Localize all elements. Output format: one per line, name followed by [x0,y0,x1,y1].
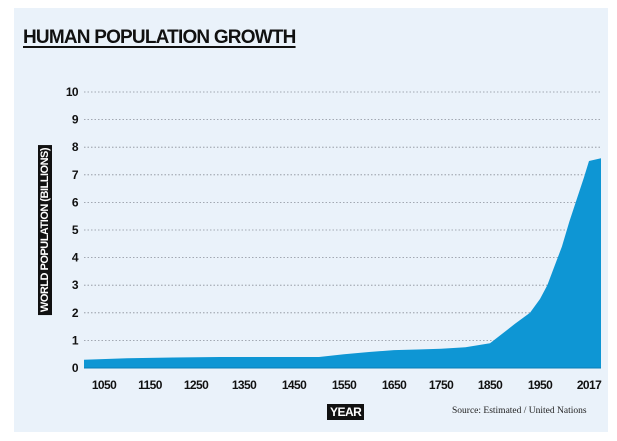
x-tick-label: 2017 [577,378,602,392]
x-axis-label: YEAR [327,404,365,420]
y-tick-label: 6 [72,195,79,209]
y-tick-label: 5 [72,223,79,237]
y-tick-label: 0 [72,361,79,375]
y-tick-label: 7 [72,168,79,182]
x-tick-label: 1950 [528,378,553,392]
y-tick-label: 3 [72,278,79,292]
y-tick-label: 4 [72,251,79,265]
x-tick-label: 1450 [282,378,307,392]
x-tick-label: 1150 [138,378,163,392]
x-tick-label: 1550 [332,378,357,392]
y-tick-label: 10 [66,85,79,99]
y-axis-label-text: WORLD POPULATION (BILLIONS) [38,144,52,316]
x-tick-label: 1250 [184,378,209,392]
x-tick-label: 1650 [382,378,407,392]
y-tick-label: 2 [72,306,79,320]
y-tick-label: 9 [72,113,79,127]
x-tick-label: 1750 [429,378,454,392]
x-tick-label: 1850 [478,378,503,392]
chart-title: HUMAN POPULATION GROWTH [23,27,296,48]
source-note: Source: Estimated / United Nations [452,406,587,416]
y-tick-label: 8 [72,140,79,154]
population-area [84,158,601,368]
x-tick-label: 1050 [92,378,117,392]
y-tick-label: 1 [72,333,79,347]
x-tick-label: 1350 [232,378,257,392]
